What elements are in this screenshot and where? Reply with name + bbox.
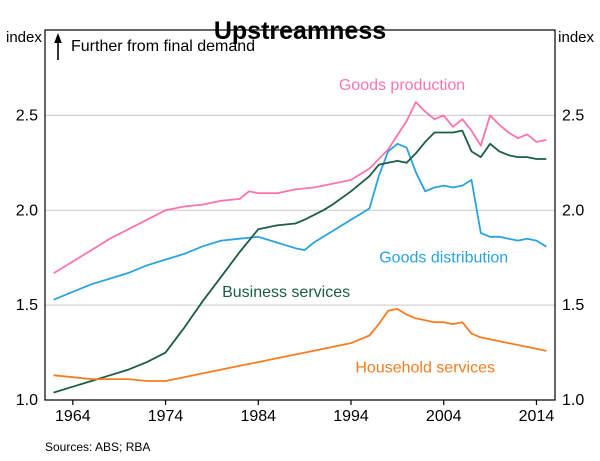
y-tick-label-left: 2.5 [16,107,38,124]
x-tick-label: 2004 [426,408,462,425]
series-line-household-services [53,307,547,382]
series-line-goods-distribution [53,142,547,301]
plot-frame [44,29,556,401]
x-tick-label: 1964 [55,408,91,425]
y-tick-label-left: 1.0 [16,392,38,409]
y-tick-label-right: 1.0 [562,392,584,409]
further-from-final-demand-annotation: Further from final demand [52,33,255,61]
y-tick-label-right: 2.0 [562,202,584,219]
chart-title: Upstreamness [213,16,387,45]
sources-note: Sources: ABS; RBA [45,440,151,454]
annotation-text: Further from final demand [71,38,256,55]
x-tick-label: 1984 [240,408,276,425]
up-arrow-icon [52,33,64,61]
x-tick-label: 1994 [333,408,369,425]
series-label-household-services: Household services [355,360,495,377]
y-tick-label-right: 2.5 [562,107,584,124]
y-tick-label-left: 1.5 [16,297,38,314]
series-label-goods-distribution: Goods distribution [379,250,508,267]
series-label-business-services: Business services [222,284,350,301]
y-axis-unit-left: index [6,29,42,46]
series-line-business-services [53,129,547,394]
x-tick-label: 1974 [148,408,184,425]
y-tick-label-left: 2.0 [16,202,38,219]
y-axis-unit-right: index [558,29,594,46]
series-line-goods-production [53,101,547,274]
y-tick-label-right: 1.5 [562,297,584,314]
x-tick-label: 2014 [519,408,555,425]
series-label-goods-production: Goods production [339,77,465,94]
